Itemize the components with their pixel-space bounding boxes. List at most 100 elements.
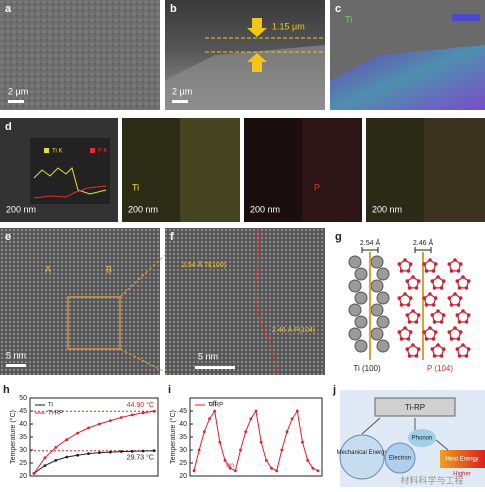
scale-text: 200 nm — [250, 204, 280, 214]
data-point — [43, 456, 47, 460]
data-point — [152, 449, 156, 453]
crystal-structure — [330, 228, 485, 375]
node-label: Phonon — [412, 436, 433, 442]
scale-text: 200 nm — [6, 204, 36, 214]
arrows — [361, 417, 449, 451]
p-atom — [424, 337, 429, 341]
panel-label: g — [335, 231, 342, 243]
data-point — [87, 452, 90, 456]
data-point — [192, 469, 196, 473]
p-atom — [430, 313, 435, 317]
series-line — [33, 410, 155, 474]
p-atom — [414, 354, 419, 358]
data-point — [254, 409, 258, 413]
data-point — [249, 417, 253, 421]
ti-atom — [376, 267, 390, 281]
p-atom — [436, 275, 440, 279]
mechanical-node — [339, 434, 385, 480]
y-tick-label: 30 — [179, 447, 187, 454]
data-point — [65, 455, 69, 459]
panel-label: b — [170, 3, 177, 15]
ti-atom — [348, 327, 362, 341]
p-atom — [405, 347, 410, 351]
p-atom — [464, 320, 469, 324]
legend-text: Ti-RP — [48, 411, 63, 417]
ti-atom — [370, 279, 384, 293]
series-line — [193, 409, 319, 472]
p-atom — [466, 313, 471, 317]
data-point — [223, 459, 227, 462]
ti-profile — [33, 167, 107, 195]
sem-image — [0, 0, 160, 110]
p-region — [302, 118, 362, 222]
p-atom — [408, 262, 413, 266]
ti-atom — [370, 255, 384, 269]
zoom-box — [67, 296, 121, 350]
data-point — [76, 453, 80, 457]
p-atom — [407, 320, 412, 324]
p-atom — [447, 330, 452, 334]
data-point — [285, 430, 289, 434]
p-atom — [457, 320, 462, 324]
p-atom — [407, 286, 412, 290]
p-atom — [405, 313, 410, 317]
p-atom — [414, 320, 419, 324]
p-atom — [428, 326, 432, 330]
p-atom — [431, 303, 436, 307]
data-point — [54, 446, 58, 449]
y-tick-label: 45 — [179, 408, 187, 415]
p-atom — [411, 343, 415, 347]
color-key — [452, 14, 480, 21]
p-atom — [414, 286, 419, 290]
p-atom — [458, 262, 463, 266]
data-point — [197, 448, 201, 452]
p-atom — [403, 292, 407, 296]
thickness-text: 1.15 μm — [272, 21, 305, 31]
region-label: B — [106, 264, 112, 274]
bg — [330, 228, 485, 375]
data-point — [130, 413, 134, 417]
y-tick-label: 40 — [19, 421, 27, 428]
panel-label: f — [170, 231, 174, 243]
p-atom — [397, 330, 402, 334]
annotation: off — [209, 401, 217, 408]
p-atom — [422, 296, 427, 300]
data-point — [98, 422, 101, 426]
data-point — [259, 440, 263, 444]
data-point — [152, 409, 156, 413]
p-atom — [453, 258, 457, 262]
data-point — [108, 419, 112, 423]
data-point — [130, 449, 134, 453]
heat-box — [440, 450, 485, 468]
ti-atom — [370, 303, 384, 317]
data-point — [119, 416, 123, 419]
p-atom — [458, 296, 463, 300]
watermark: 材料科学与工程 — [400, 474, 463, 485]
data-point — [264, 459, 268, 462]
spacing-bracket — [414, 247, 432, 253]
zoom-line — [119, 348, 166, 373]
region-label: A — [45, 264, 51, 274]
p-atom — [408, 296, 413, 300]
node-label: Higher — [453, 472, 471, 478]
p-atom — [453, 326, 457, 330]
p-atom — [397, 296, 402, 300]
ti-atom — [348, 303, 362, 317]
data-point — [244, 430, 248, 434]
element-label: Ti — [345, 14, 352, 24]
arrows — [247, 18, 267, 72]
data-point — [119, 450, 123, 453]
p-atom — [449, 303, 454, 307]
hrtem-image — [0, 228, 160, 375]
data-point — [65, 438, 69, 441]
p-atom — [441, 313, 446, 317]
p-atom — [416, 347, 421, 351]
p-atom — [455, 347, 460, 351]
scale-text: 5 nm — [6, 350, 26, 360]
p-atom — [461, 275, 465, 279]
p-atom — [422, 262, 427, 266]
p-atom — [456, 269, 461, 273]
p-atom — [441, 279, 446, 283]
data-point — [290, 417, 294, 421]
legend-swatch — [90, 148, 95, 153]
